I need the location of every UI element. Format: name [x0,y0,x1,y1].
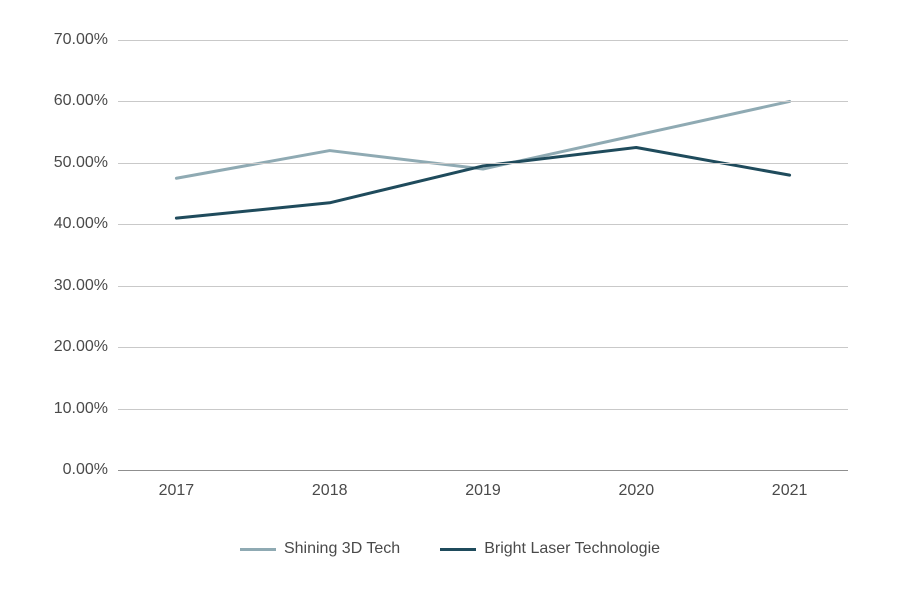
gridline [118,409,848,410]
gridline [118,224,848,225]
y-tick-label: 30.00% [54,277,118,295]
x-tick-label: 2017 [159,470,195,500]
y-tick-label: 70.00% [54,31,118,49]
legend-swatch [440,548,476,551]
legend-label: Bright Laser Technologie [484,540,660,558]
y-tick-label: 50.00% [54,154,118,172]
line-chart: 0.00% 10.00% 20.00% 30.00% 40.00% 50.00% 60.00… [0,0,900,600]
legend-item: Bright Laser Technologie [440,540,660,558]
x-tick-label: 2021 [772,470,808,500]
plot-area: 0.00%10.00%20.00%30.00%40.00%50.00%60.00… [118,40,848,470]
x-tick-label: 2020 [619,470,655,500]
gridline [118,40,848,41]
gridline [118,286,848,287]
y-tick-label: 10.00% [54,400,118,418]
x-tick-label: 2019 [465,470,501,500]
y-tick-label: 60.00% [54,92,118,110]
gridline [118,347,848,348]
y-tick-label: 20.00% [54,338,118,356]
series-line [176,148,789,219]
legend-swatch [240,548,276,551]
series-lines [118,40,848,470]
gridline [118,101,848,102]
legend: Shining 3D Tech Bright Laser Technologie [0,540,900,558]
x-tick-label: 2018 [312,470,348,500]
legend-item: Shining 3D Tech [240,540,400,558]
y-tick-label: 40.00% [54,215,118,233]
gridline [118,163,848,164]
y-tick-label: 0.00% [63,461,118,479]
legend-label: Shining 3D Tech [284,540,400,558]
